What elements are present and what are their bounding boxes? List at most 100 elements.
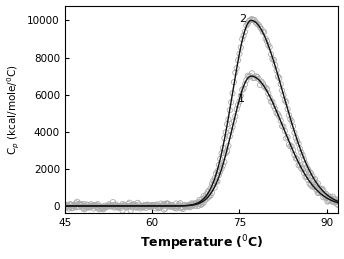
Point bbox=[102, 205, 107, 209]
Point bbox=[275, 112, 281, 116]
Point bbox=[100, 207, 106, 211]
Point bbox=[182, 203, 187, 207]
Point bbox=[70, 204, 76, 208]
Point bbox=[164, 202, 169, 206]
Point bbox=[138, 206, 143, 211]
Point bbox=[308, 171, 314, 175]
Point bbox=[80, 206, 85, 210]
Point bbox=[125, 204, 131, 208]
Point bbox=[178, 206, 183, 210]
Point bbox=[307, 170, 312, 174]
Point bbox=[180, 207, 186, 211]
Point bbox=[272, 63, 278, 67]
Point bbox=[260, 30, 266, 34]
Point bbox=[314, 183, 319, 187]
Point bbox=[297, 147, 303, 151]
Point bbox=[191, 202, 197, 206]
Point bbox=[217, 157, 223, 161]
Point bbox=[150, 203, 155, 207]
Point bbox=[230, 91, 235, 95]
Point bbox=[321, 188, 326, 192]
Point bbox=[270, 57, 275, 61]
Point bbox=[323, 196, 329, 200]
Point bbox=[277, 76, 282, 80]
Point bbox=[116, 205, 121, 209]
Point bbox=[259, 80, 264, 84]
Point bbox=[149, 204, 154, 208]
Point bbox=[171, 204, 176, 208]
Point bbox=[140, 205, 146, 209]
Point bbox=[278, 118, 283, 123]
Point bbox=[330, 199, 336, 204]
Point bbox=[154, 202, 160, 206]
Point bbox=[168, 204, 173, 208]
Point bbox=[268, 100, 274, 104]
Point bbox=[88, 202, 94, 206]
Point bbox=[85, 203, 91, 207]
Point bbox=[65, 203, 70, 207]
Point bbox=[194, 202, 200, 206]
Point bbox=[89, 203, 95, 207]
Point bbox=[155, 206, 161, 210]
Point bbox=[190, 204, 195, 208]
Point bbox=[222, 136, 227, 140]
Point bbox=[305, 178, 311, 182]
Point bbox=[260, 81, 266, 85]
Point bbox=[253, 74, 259, 78]
Point bbox=[194, 201, 200, 205]
Point bbox=[131, 202, 136, 206]
Y-axis label: C$_p$ (kcal/mole/$^0$C): C$_p$ (kcal/mole/$^0$C) bbox=[6, 64, 22, 155]
Point bbox=[129, 203, 135, 207]
Point bbox=[204, 197, 209, 201]
Point bbox=[175, 204, 180, 208]
Point bbox=[279, 124, 285, 128]
Point bbox=[315, 181, 321, 185]
Point bbox=[332, 200, 337, 205]
Point bbox=[99, 205, 105, 209]
Point bbox=[234, 107, 239, 111]
Point bbox=[189, 204, 194, 208]
Point bbox=[151, 204, 157, 208]
Point bbox=[275, 74, 281, 78]
Point bbox=[289, 119, 294, 123]
Point bbox=[290, 148, 296, 152]
Point bbox=[142, 204, 147, 208]
Point bbox=[113, 202, 118, 206]
Point bbox=[121, 204, 127, 208]
Point bbox=[165, 202, 171, 206]
Point bbox=[103, 205, 109, 209]
Point bbox=[215, 169, 220, 173]
Point bbox=[301, 171, 307, 175]
Point bbox=[202, 196, 208, 200]
Point bbox=[155, 206, 161, 210]
Point bbox=[238, 45, 244, 49]
Point bbox=[91, 206, 96, 211]
Point bbox=[175, 204, 180, 208]
Point bbox=[180, 205, 186, 210]
Point bbox=[286, 142, 292, 146]
Point bbox=[190, 202, 195, 206]
Point bbox=[122, 203, 128, 207]
Point bbox=[66, 206, 72, 211]
Point bbox=[334, 200, 340, 204]
Point bbox=[153, 203, 158, 207]
Point bbox=[204, 192, 209, 197]
Point bbox=[299, 150, 304, 155]
Point bbox=[312, 177, 318, 181]
Point bbox=[158, 202, 164, 206]
Point bbox=[250, 18, 256, 22]
Point bbox=[103, 205, 109, 210]
Point bbox=[129, 205, 135, 210]
Point bbox=[274, 68, 279, 73]
Point bbox=[76, 205, 81, 209]
Point bbox=[311, 185, 316, 189]
Point bbox=[226, 117, 231, 121]
Point bbox=[256, 77, 261, 81]
Text: 1: 1 bbox=[238, 94, 245, 104]
Point bbox=[224, 149, 230, 154]
Point bbox=[98, 205, 103, 209]
Point bbox=[304, 175, 310, 179]
Point bbox=[300, 167, 305, 171]
Point bbox=[63, 205, 69, 209]
Point bbox=[248, 18, 253, 22]
